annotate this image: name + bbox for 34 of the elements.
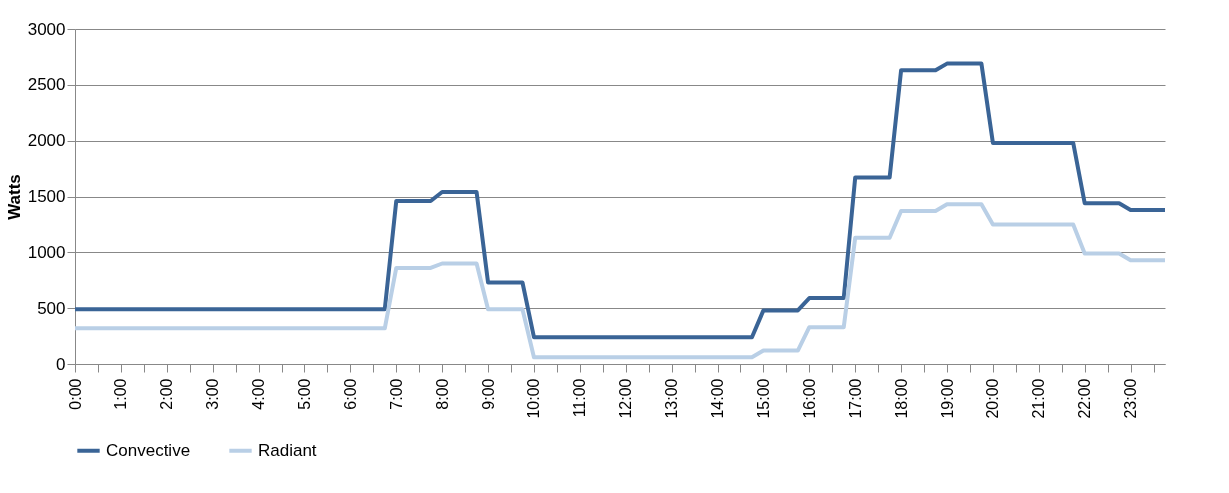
y-tick-label: 2000 (27, 131, 66, 151)
x-tick-label: 20:00 (984, 378, 1002, 419)
x-tick-label: 3:00 (204, 378, 222, 410)
x-tick-label: 11:00 (571, 378, 589, 418)
x-tick-label: 10:00 (525, 378, 543, 419)
x-tick-label: 16:00 (800, 378, 818, 419)
x-tick-label: 2:00 (158, 378, 176, 410)
legend-label: Convective (106, 440, 191, 460)
y-tick-label: 2500 (27, 75, 66, 95)
x-tick-label: 12:00 (617, 378, 635, 419)
y-tick-label: 1500 (27, 187, 66, 206)
x-tick-label: 13:00 (663, 378, 681, 419)
x-tick-label: 22:00 (1076, 378, 1094, 419)
y-axis-title: Watts (4, 174, 24, 220)
x-tick-label: 15:00 (754, 378, 772, 419)
x-tick-label: 5:00 (295, 378, 313, 410)
x-tick-label: 18:00 (892, 378, 910, 419)
x-tick-label: 19:00 (938, 378, 956, 419)
x-tick-label: 8:00 (433, 378, 451, 410)
y-tick-label: 500 (37, 298, 66, 318)
x-tick-label: 1:00 (112, 378, 130, 410)
y-tick-label: 0 (56, 354, 66, 374)
y-tick-label: 3000 (27, 19, 66, 39)
x-tick-label: 0:00 (66, 378, 84, 410)
y-tick-label: 1000 (27, 242, 66, 262)
x-tick-label: 14:00 (709, 378, 727, 419)
x-tick-label: 23:00 (1122, 378, 1140, 419)
x-tick-label: 9:00 (479, 378, 497, 410)
x-tick-label: 17:00 (846, 378, 864, 419)
x-tick-label: 4:00 (250, 378, 268, 410)
x-tick-label: 21:00 (1030, 378, 1048, 419)
x-tick-label: 7:00 (387, 378, 405, 410)
x-tick-label: 6:00 (341, 378, 359, 410)
legend-label: Radiant (258, 440, 317, 460)
